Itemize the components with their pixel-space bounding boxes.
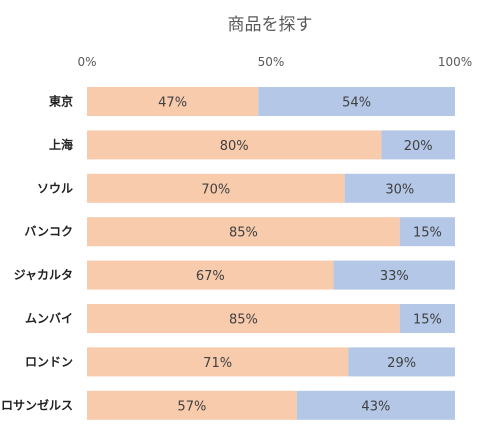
bar-segment [348, 347, 455, 377]
bar-segment [87, 304, 400, 333]
x-tick-label: 100% [438, 55, 472, 69]
bar-segment [333, 260, 455, 290]
bar-segment [87, 217, 400, 247]
category-label: 東京 [49, 94, 73, 109]
bar-segment [344, 173, 455, 203]
data-label: 20% [404, 139, 433, 154]
category-label: ムンバイ [25, 312, 73, 326]
bar-segment [87, 87, 259, 116]
bar-segment [399, 217, 455, 247]
data-label: 30% [385, 182, 414, 197]
x-tick-label: 0% [77, 55, 96, 69]
category-label: バンコク [24, 225, 73, 239]
data-label: 47% [158, 96, 187, 111]
bar-segment [87, 130, 382, 160]
x-tick-label: 50% [258, 55, 285, 69]
data-label: 85% [229, 313, 258, 328]
bar-segment [399, 304, 455, 333]
bar-segment [296, 390, 455, 420]
data-label: 57% [177, 399, 206, 414]
data-label: 33% [380, 269, 409, 284]
data-label: 80% [220, 139, 249, 154]
bar-segment [258, 87, 455, 116]
category-label: ロンドン [25, 355, 73, 369]
chart-title: 商品を探す [228, 15, 313, 35]
data-label: 15% [413, 313, 442, 328]
category-label: 上海 [49, 137, 73, 152]
category-label: ロサンゼルス [1, 397, 73, 412]
data-label: 15% [413, 226, 442, 241]
data-label: 43% [361, 399, 390, 414]
bar-segment [87, 260, 334, 290]
data-label: 54% [342, 96, 371, 111]
bar-segment [87, 390, 297, 420]
data-label: 71% [203, 356, 232, 371]
data-label: 70% [201, 182, 230, 197]
data-label: 85% [229, 226, 258, 241]
data-label: 29% [387, 356, 416, 371]
category-label: ソウル [37, 181, 73, 195]
plot-area: 東京 47% 54% 上海 80% 20% ソウル 70% 30% バンコク 85% 15% ジャカルタ… [1, 87, 455, 420]
bar-segment [87, 173, 345, 203]
x-axis-ticks: 0% 50% 100% [77, 55, 472, 69]
bar-segment [381, 130, 455, 160]
bar-segment [87, 347, 349, 377]
category-label: ジャカルタ [14, 268, 73, 282]
data-label: 67% [196, 269, 225, 284]
